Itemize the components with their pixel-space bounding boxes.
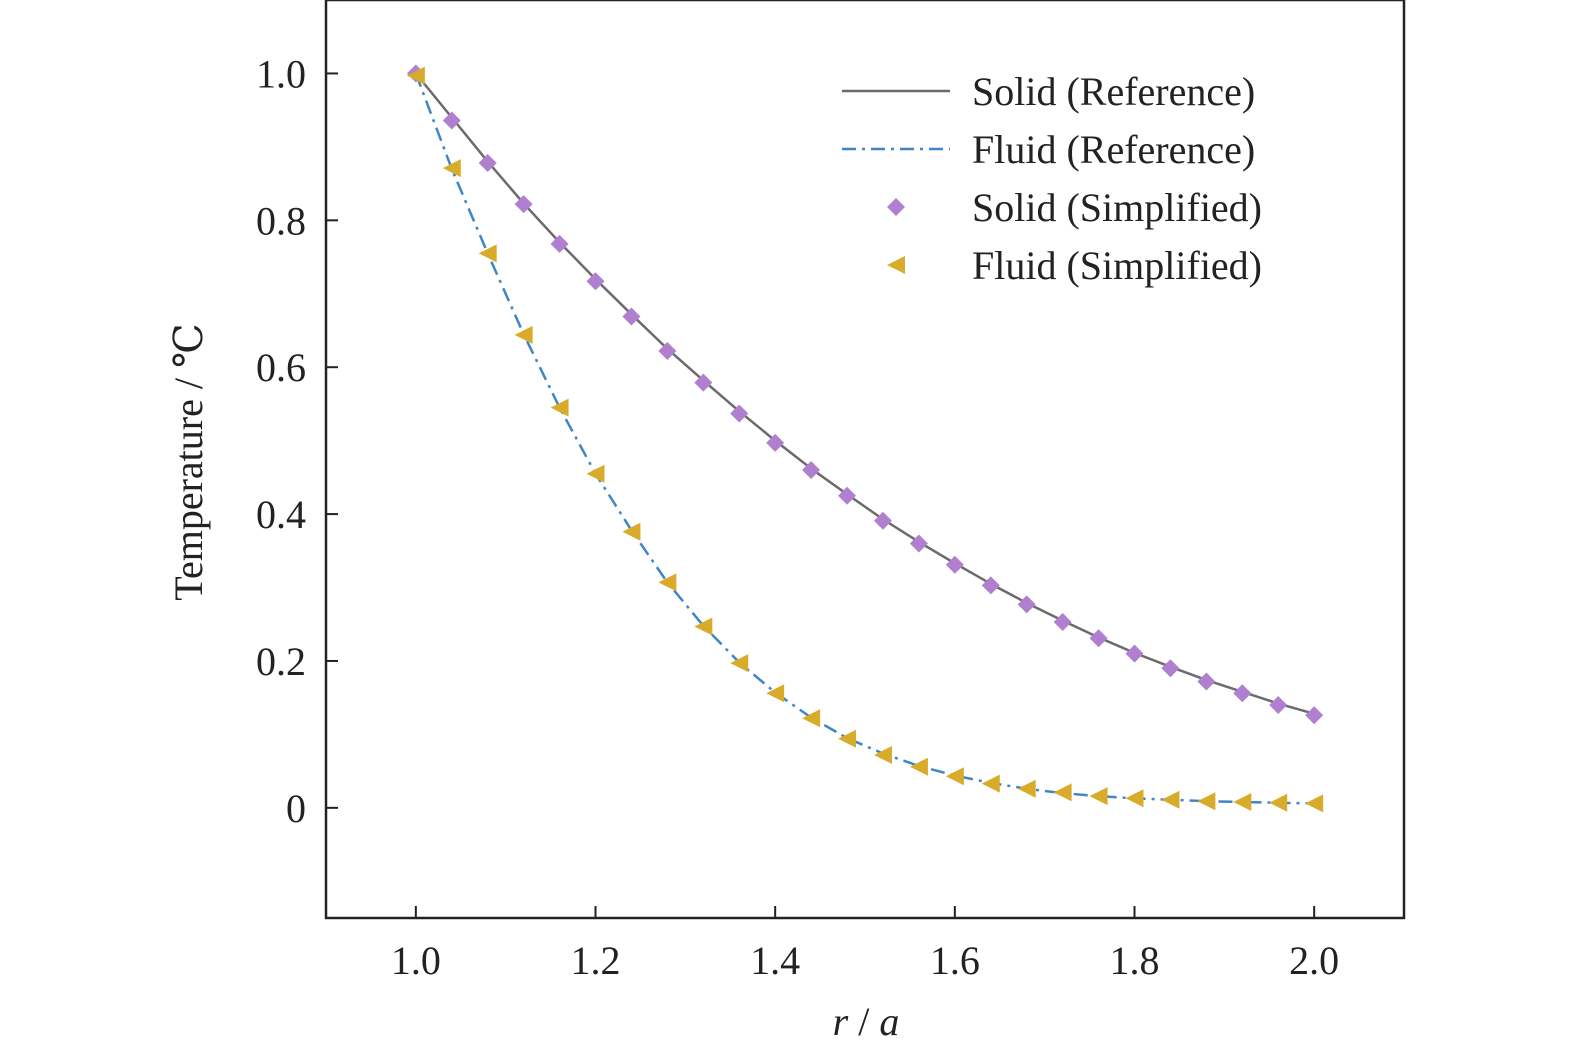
y-axis-title: Temperature / ℃ — [166, 323, 211, 600]
point-solid-simplified — [694, 373, 713, 392]
point-fluid-simplified — [622, 522, 641, 541]
point-solid-simplified — [514, 195, 533, 214]
point-fluid-simplified — [694, 617, 713, 636]
point-solid-simplified — [909, 534, 928, 553]
point-fluid-simplified — [1161, 790, 1180, 809]
legend-label: Solid (Reference) — [972, 69, 1255, 114]
point-solid-simplified — [586, 272, 605, 291]
point-fluid-simplified — [658, 573, 677, 592]
x-tick-label: 1.4 — [750, 938, 800, 983]
point-solid-simplified — [730, 404, 749, 423]
point-fluid-simplified — [1197, 792, 1216, 811]
x-axis-separator: / — [848, 999, 879, 1044]
point-fluid-simplified — [442, 159, 461, 178]
series-line-solid-reference — [414, 72, 1315, 716]
point-fluid-simplified — [766, 684, 785, 703]
point-fluid-simplified — [802, 709, 821, 728]
x-axis-ticks: 1.0 1.2 1.4 1.6 1.8 2.0 — [391, 906, 1339, 983]
x-tick-label: 1.2 — [571, 938, 621, 983]
point-fluid-simplified — [1017, 779, 1036, 798]
point-solid-simplified — [766, 433, 785, 452]
point-solid-simplified — [478, 154, 497, 173]
point-solid-simplified — [838, 486, 857, 505]
legend-item-fluid-simplified: Fluid (Simplified) — [887, 243, 1262, 288]
point-fluid-simplified — [514, 325, 533, 344]
point-fluid-simplified — [1089, 787, 1108, 806]
point-fluid-simplified — [1233, 792, 1252, 811]
point-solid-simplified — [442, 111, 461, 130]
point-fluid-simplified — [1053, 783, 1072, 802]
x-tick-label: 2.0 — [1289, 938, 1339, 983]
point-solid-simplified — [945, 555, 964, 574]
point-solid-simplified — [1269, 696, 1288, 715]
x-axis-title: r / a — [833, 999, 900, 1044]
point-fluid-simplified — [838, 729, 857, 748]
point-fluid-simplified — [909, 757, 928, 776]
point-solid-simplified — [1233, 684, 1252, 703]
point-solid-simplified — [873, 511, 892, 530]
point-solid-simplified — [1161, 659, 1180, 678]
legend-item-solid-simplified: Solid (Simplified) — [887, 185, 1262, 230]
point-solid-simplified — [1017, 595, 1036, 614]
point-solid-simplified — [802, 461, 821, 480]
y-tick-label: 0.4 — [256, 492, 306, 537]
point-fluid-simplified — [873, 745, 892, 764]
point-solid-simplified — [658, 342, 677, 361]
point-solid-simplified — [1305, 706, 1324, 725]
plot-frame — [324, 0, 1406, 920]
point-fluid-simplified — [1125, 789, 1144, 808]
point-solid-simplified — [1053, 613, 1072, 632]
y-tick-label: 0.2 — [256, 639, 306, 684]
point-solid-simplified — [550, 234, 569, 253]
point-fluid-simplified — [406, 66, 425, 85]
point-solid-simplified — [1125, 644, 1144, 663]
x-axis-unit: a — [879, 999, 899, 1044]
x-tick-label: 1.6 — [930, 938, 980, 983]
legend-item-solid-reference: Solid (Reference) — [842, 69, 1255, 114]
x-tick-label: 1.8 — [1110, 938, 1160, 983]
point-fluid-simplified — [586, 464, 605, 483]
point-fluid-simplified — [1269, 793, 1288, 812]
legend-label: Fluid (Simplified) — [972, 243, 1262, 288]
x-tick-label: 1.0 — [391, 938, 441, 983]
legend-label: Fluid (Reference) — [972, 127, 1255, 172]
point-fluid-simplified — [1305, 794, 1324, 813]
y-tick-label: 1.0 — [256, 51, 306, 96]
point-fluid-simplified — [981, 774, 1000, 793]
marker-layer — [406, 64, 1324, 813]
point-fluid-simplified — [478, 244, 497, 263]
x-axis-variable: r — [833, 999, 849, 1044]
y-tick-label: 0.6 — [256, 345, 306, 390]
point-solid-simplified — [1197, 672, 1216, 691]
y-tick-label: 0.8 — [256, 198, 306, 243]
point-fluid-simplified — [945, 767, 964, 786]
y-axis-ticks: 0 0.2 0.4 0.6 0.8 1.0 — [256, 51, 338, 831]
point-solid-simplified — [981, 576, 1000, 595]
y-tick-label: 0 — [286, 786, 306, 831]
legend-item-fluid-reference: Fluid (Reference) — [842, 127, 1255, 172]
point-solid-simplified — [1089, 629, 1108, 648]
legend: Solid (Reference) Fluid (Reference) Solid … — [842, 69, 1262, 288]
legend-swatch-marker — [887, 198, 905, 216]
point-solid-simplified — [622, 307, 641, 326]
point-fluid-simplified — [550, 398, 569, 417]
legend-swatch-marker — [887, 256, 905, 274]
legend-label: Solid (Simplified) — [972, 185, 1262, 230]
point-fluid-simplified — [730, 654, 749, 673]
